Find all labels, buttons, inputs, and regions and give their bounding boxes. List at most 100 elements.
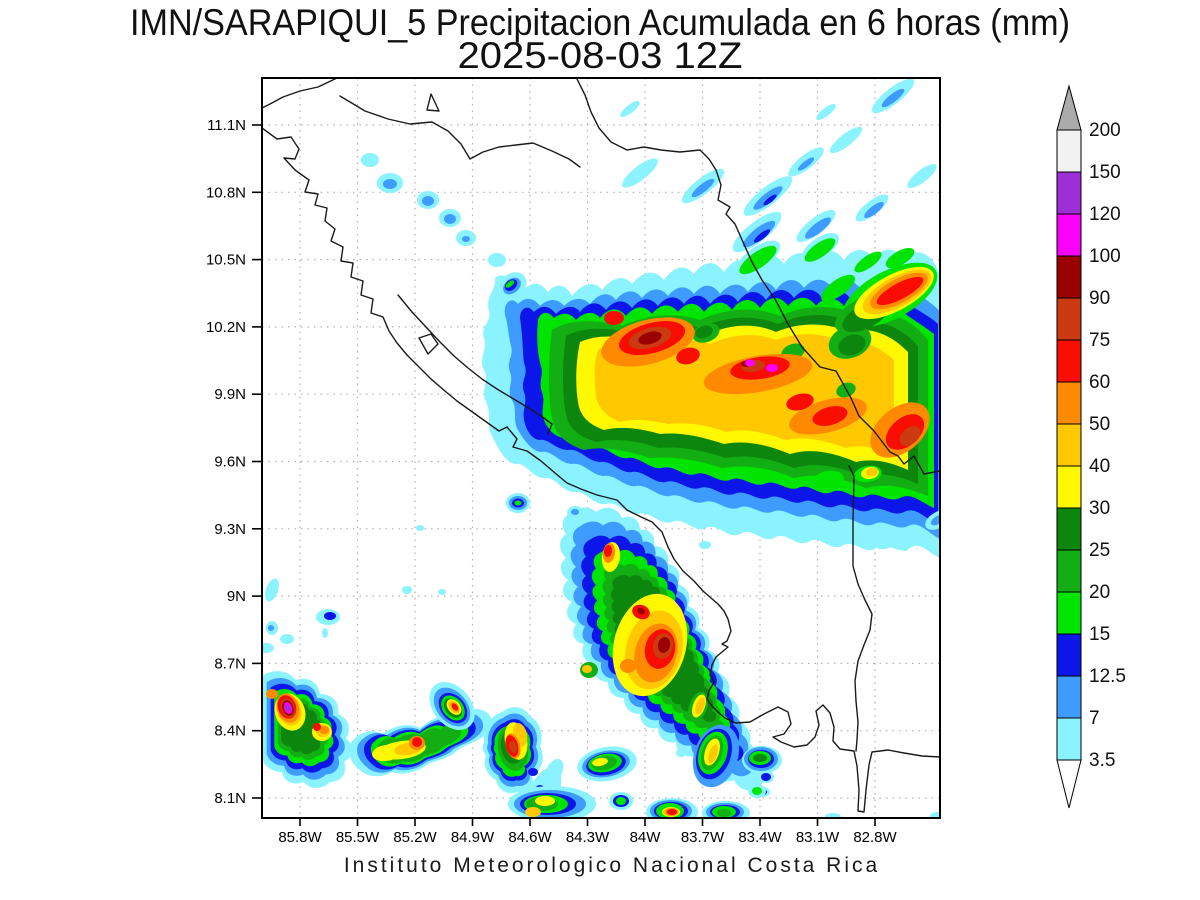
colorbar-label: 120 [1089, 204, 1121, 225]
colorbar-label: 30 [1089, 498, 1110, 519]
lat-tick-label: 8.1N [214, 790, 246, 807]
colorbar-box [1056, 717, 1082, 761]
precip-contour-15mm [514, 500, 522, 506]
precip-contour-25mm [753, 754, 767, 762]
precip-contour-7mm [444, 214, 456, 224]
precip-contour-12.5mm [761, 773, 771, 781]
precip-contour-100mm [766, 364, 778, 372]
precip-contour-15mm [505, 280, 515, 288]
precip-contour-25mm [695, 325, 713, 339]
precip-contour-3.5mm [280, 634, 294, 644]
coastline-path [262, 78, 338, 109]
precip-contour-3.5mm [622, 158, 658, 188]
colorbar-box [1056, 507, 1082, 551]
lon-tick-label: 83.1W [796, 829, 840, 846]
precip-contour-7mm [864, 201, 884, 219]
precip-contour-3.5mm [262, 643, 274, 653]
precip-contour-60mm [603, 545, 613, 557]
precip-contour-12.5mm [753, 229, 771, 243]
precip-contour-7mm [691, 178, 715, 198]
axis-ticks-and-labels: 85.8W 85.5W 85.2W 84.9W 84.6W 84.3W 84W 83.7W 83… [206, 117, 898, 846]
precip-contour-60mm [313, 723, 321, 731]
coastline-path [575, 78, 940, 475]
colorbar-label: 200 [1089, 120, 1121, 141]
colorbar-box [1056, 297, 1082, 341]
lat-tick-label: 10.2N [206, 319, 246, 336]
colorbar-box [1056, 465, 1082, 509]
precip-contour-3.5mm [544, 758, 564, 786]
precip-contour-7mm [930, 514, 940, 526]
lon-tick-label: 85.8W [278, 829, 322, 846]
precip-contours [262, 78, 940, 818]
lon-tick-label: 85.5W [336, 829, 380, 846]
precip-contour-7mm [462, 236, 470, 242]
precip-contour-3.5mm [438, 589, 446, 595]
figure-caption: Instituto Meteorologico Nacional Costa R… [344, 854, 880, 877]
coastline-path [339, 95, 581, 168]
precip-contour-3.5mm [416, 525, 424, 531]
lat-tick-label: 9N [227, 588, 246, 605]
colorbar-label: 75 [1089, 330, 1110, 351]
colorbar-label: 15 [1089, 624, 1110, 645]
precip-contour-60mm [412, 737, 422, 747]
coastline-path [262, 127, 940, 813]
precip-contour-100mm [745, 359, 755, 367]
precip-contour-3.5mm [901, 545, 909, 551]
colorbar-over-arrow [1056, 84, 1082, 131]
colorbar-label: 60 [1089, 372, 1110, 393]
precip-contour-3.5mm [676, 749, 686, 757]
precip-contour-3.5mm [361, 153, 379, 167]
colorbar-legend: 200 150 120 100 90 75 60 50 40 30 25 20 15 12.5 7 3.5 [1056, 84, 1126, 809]
precip-contour-60mm [786, 393, 814, 411]
colorbar-under-arrow [1056, 759, 1082, 809]
precip-contour-120mm [285, 704, 291, 712]
precip-contour-3.5mm [322, 628, 328, 638]
precip-contour-90mm [657, 637, 671, 653]
coastline-path [848, 465, 873, 752]
lat-tick-label: 9.9N [214, 386, 246, 403]
colorbar-label: 25 [1089, 540, 1110, 561]
colorbar-box [1056, 129, 1082, 173]
lat-tick-label: 10.8N [206, 184, 246, 201]
precip-contour-90mm [638, 331, 662, 345]
precip-contour-30mm [535, 796, 555, 806]
precip-contour-3.5mm [825, 813, 841, 818]
lon-tick-label: 84W [630, 829, 662, 846]
coastline-path [426, 93, 440, 112]
colorbar-box [1056, 423, 1082, 467]
precip-contour-50mm [319, 726, 329, 734]
precip-contour-15mm [820, 274, 856, 302]
precip-contour-40mm [708, 744, 718, 764]
colorbar-label: 7 [1089, 708, 1100, 729]
colorbar-box [1056, 675, 1082, 719]
precip-contour-60mm [451, 703, 459, 711]
lat-tick-label: 11.1N [207, 117, 246, 134]
precip-contour-3.5mm [488, 253, 506, 267]
lon-tick-label: 84.6W [508, 829, 552, 846]
precip-contour-15mm [739, 245, 777, 275]
colorbar-box [1056, 591, 1082, 635]
lon-tick-label: 84.3W [566, 829, 610, 846]
lat-tick-label: 9.6N [214, 454, 246, 471]
map-frame [261, 77, 941, 819]
precip-contour-30mm [372, 744, 400, 762]
colorbar-box [1056, 549, 1082, 593]
colorbar-label: 150 [1089, 162, 1121, 183]
precip-contour-15mm [804, 238, 836, 262]
precip-contour-3.5mm [930, 812, 940, 818]
precip-contour-15mm [752, 787, 762, 795]
chart-title-line1: IMN/SARAPIQUI_5 Precipitacion Acumulada … [130, 2, 1070, 43]
precip-contour-40mm [582, 665, 592, 673]
colorbar-box [1056, 633, 1082, 677]
precip-contour-40mm [525, 807, 541, 817]
colorbar-box [1056, 213, 1082, 257]
precip-contour-7mm [383, 179, 397, 189]
precip-contour-3.5mm [876, 536, 900, 550]
lat-tick-label: 8.4N [214, 723, 246, 740]
coastline [262, 78, 940, 813]
colorbar-label: 12.5 [1089, 666, 1126, 687]
precip-contour-30mm [592, 757, 608, 767]
precip-contour-60mm [604, 311, 624, 325]
lat-tick-label: 9.3N [214, 521, 246, 538]
